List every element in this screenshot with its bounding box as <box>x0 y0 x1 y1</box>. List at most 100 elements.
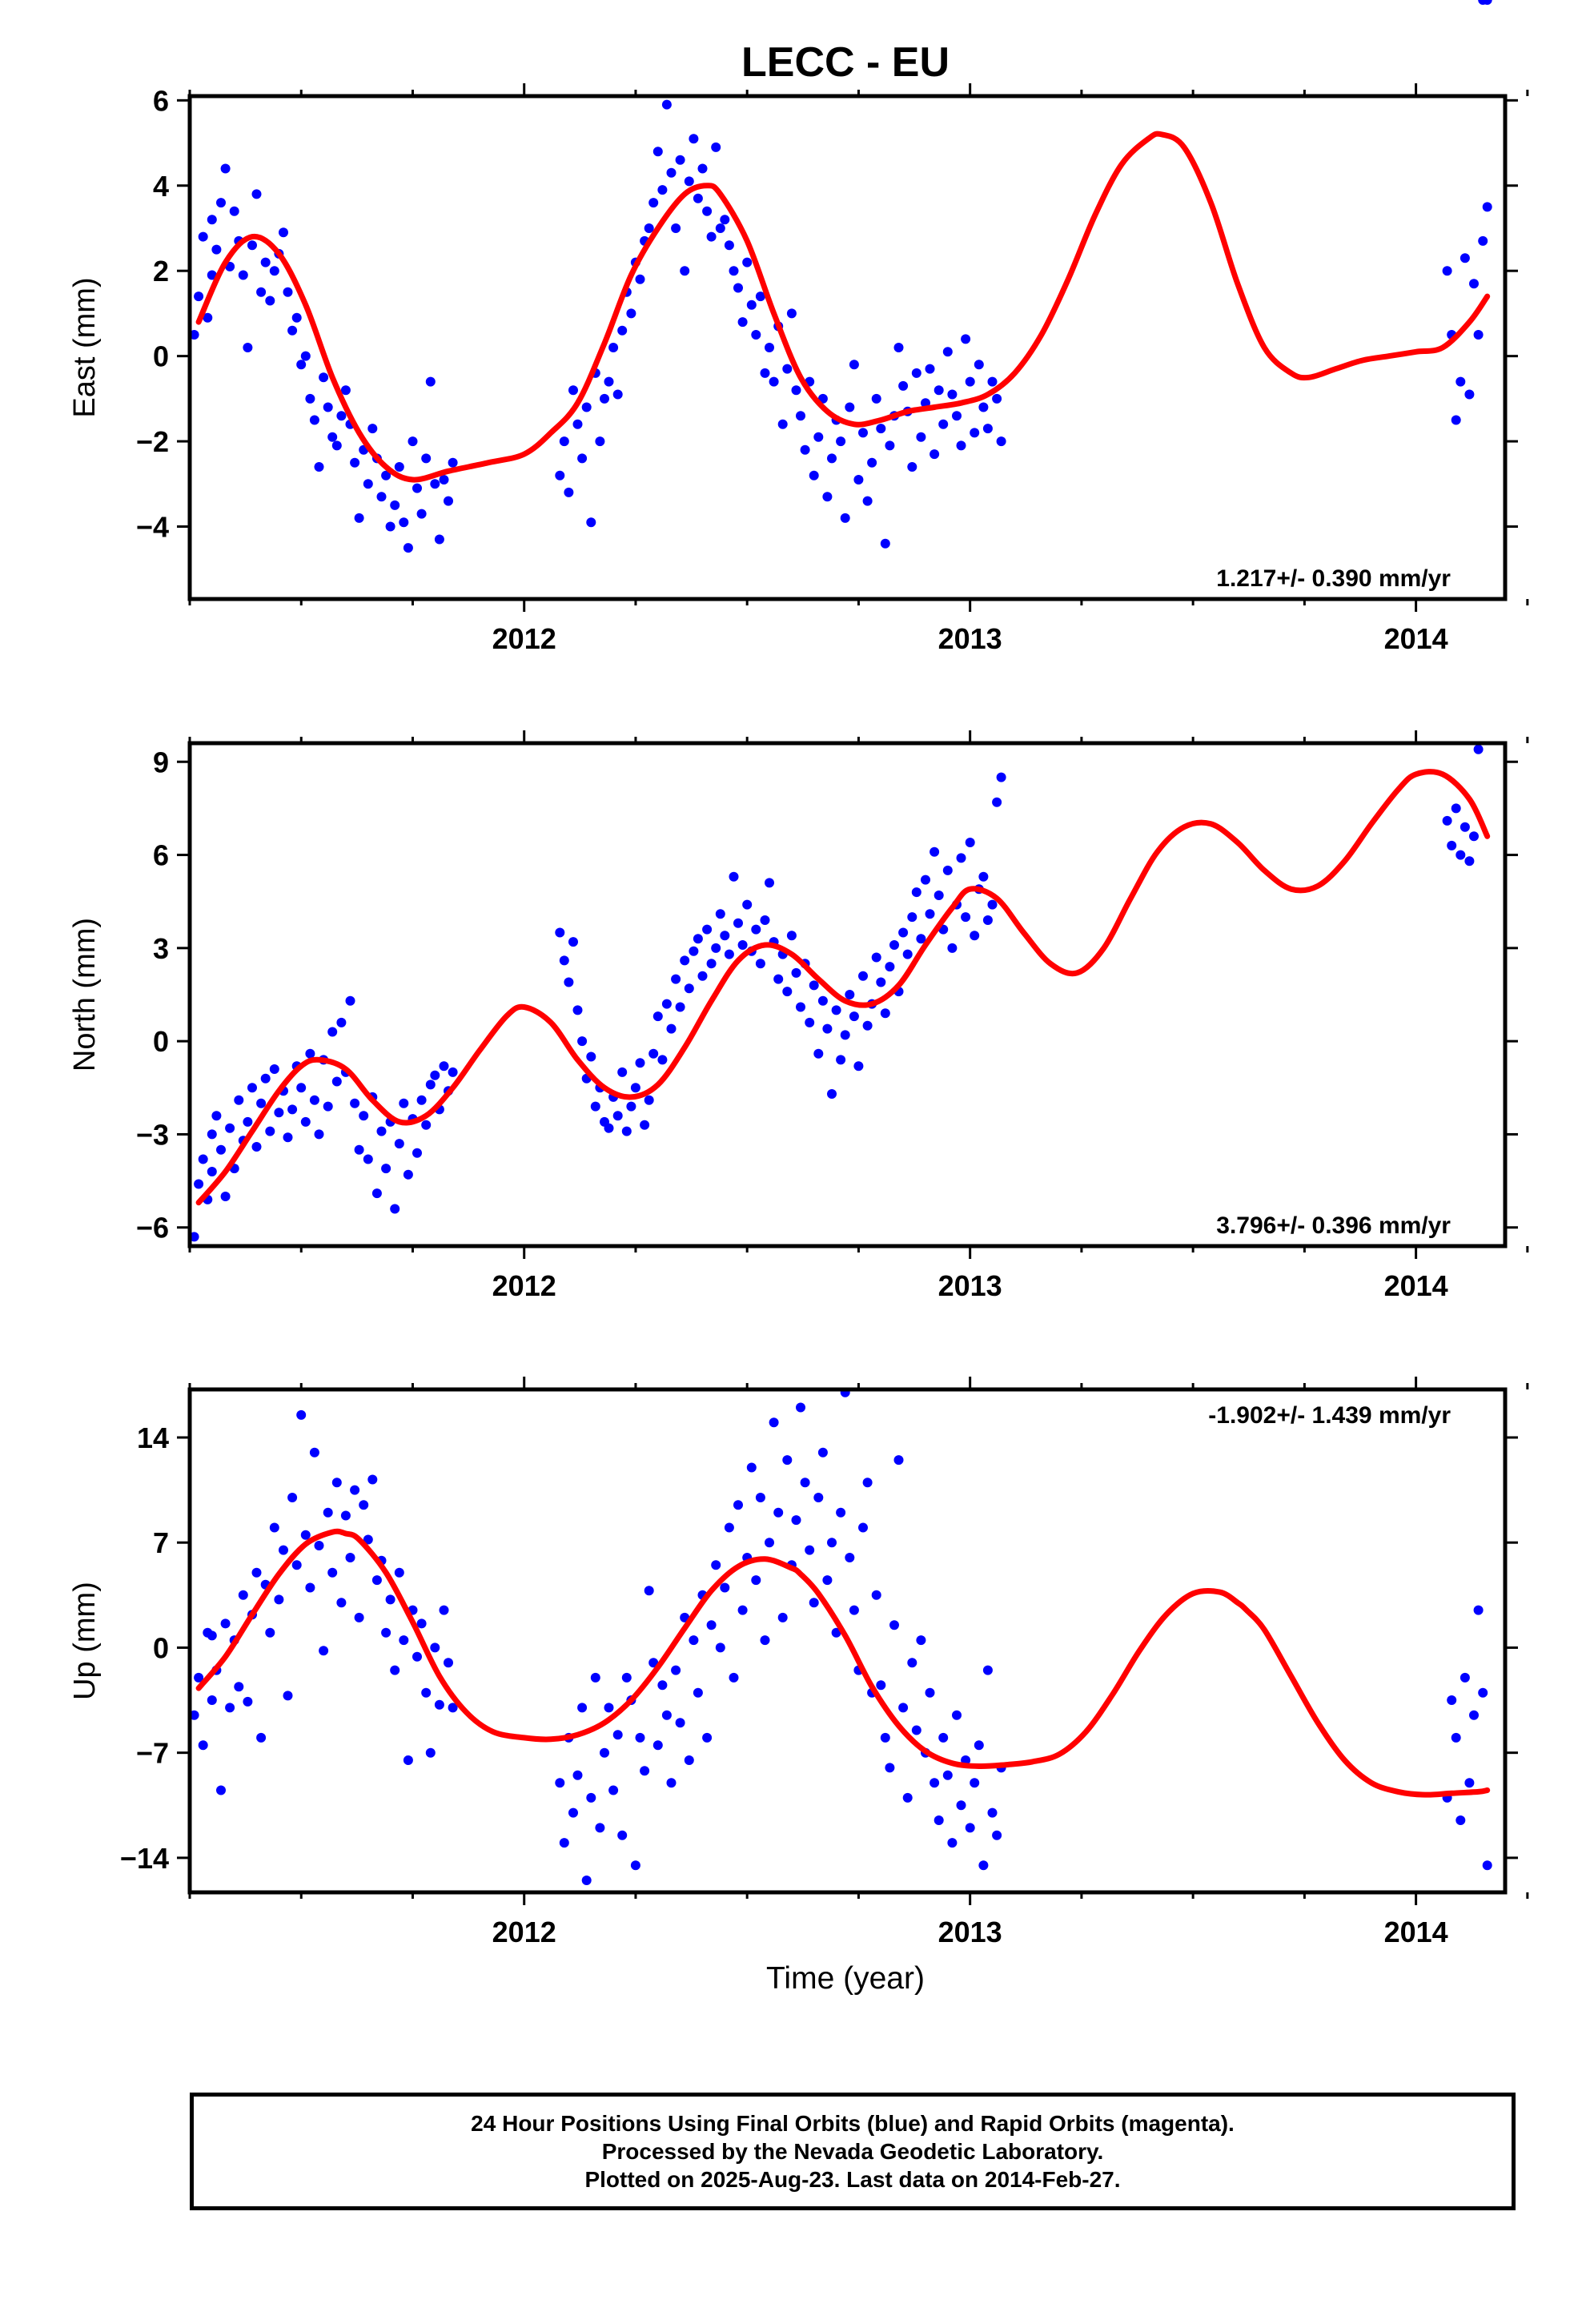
north-data-point <box>729 871 739 882</box>
up-data-point <box>1447 1695 1457 1705</box>
up-data-point <box>220 1618 231 1629</box>
east-y-tick-label: −2 <box>136 425 169 458</box>
up-data-point <box>684 1755 694 1765</box>
up-data-point <box>640 1766 650 1776</box>
up-data-point <box>274 1594 284 1605</box>
up-data-point <box>862 1478 873 1488</box>
up-data-point <box>952 1710 962 1720</box>
east-data-point <box>765 343 774 352</box>
north-data-point <box>327 1027 338 1037</box>
east-data-point <box>702 206 713 216</box>
up-data-point <box>1460 1672 1470 1683</box>
east-data-point <box>925 364 935 374</box>
north-data-point <box>390 1204 400 1214</box>
east-data-point <box>876 424 886 434</box>
up-data-point <box>604 1703 614 1713</box>
up-data-point <box>1473 1605 1484 1615</box>
east-y-tick-label: 6 <box>153 84 169 117</box>
north-data-point <box>765 878 774 888</box>
east-data-point <box>564 487 574 497</box>
north-x-tick-label: 2012 <box>492 1269 556 1302</box>
east-data-point <box>305 393 315 404</box>
up-data-point <box>970 1778 980 1788</box>
up-data-point <box>635 1732 645 1743</box>
east-data-point <box>425 376 436 387</box>
east-data-point <box>198 231 208 242</box>
east-fit-line <box>195 131 1491 483</box>
east-data-point <box>279 227 288 238</box>
east-data-point <box>586 517 596 528</box>
up-data-point <box>666 1778 677 1788</box>
up-data-point <box>354 1612 364 1622</box>
east-data-point <box>684 176 694 187</box>
east-data-point <box>644 223 654 233</box>
up-data-point <box>796 1402 805 1413</box>
east-data-point <box>867 457 877 468</box>
north-data-point <box>234 1095 244 1105</box>
up-data-point <box>359 1500 369 1510</box>
east-data-point <box>942 347 953 357</box>
east-data-point <box>1469 279 1479 289</box>
east-data-point <box>729 266 739 276</box>
east-x-tick-label: 2013 <box>938 622 1002 655</box>
up-data-point <box>898 1703 909 1713</box>
up-data-point <box>448 1703 458 1713</box>
up-data-point <box>621 1672 632 1683</box>
east-data-point <box>911 368 921 378</box>
north-data-point <box>871 952 881 963</box>
north-data-point <box>925 909 935 919</box>
chart-title: LECC - EU <box>741 39 950 86</box>
north-data-point <box>376 1126 387 1136</box>
up-data-point <box>617 1830 628 1840</box>
up-data-point <box>216 1785 226 1795</box>
north-y-tick-label: 9 <box>153 746 169 778</box>
east-data-point <box>595 436 605 447</box>
up-data-point <box>755 1493 765 1502</box>
east-data-point <box>693 193 703 203</box>
up-data-point <box>889 1620 899 1630</box>
east-data-point <box>930 449 940 460</box>
up-y-tick-label: 0 <box>153 1631 169 1664</box>
up-data-point <box>340 1510 351 1521</box>
east-data-point <box>577 453 588 464</box>
north-data-point <box>1482 0 1492 5</box>
up-panel: 2012 2013 2014 −14 −7 0 7 14 Up (mm) -1.902+/- 1.… <box>68 1377 1529 1948</box>
north-data-point <box>635 1058 645 1068</box>
east-data-point <box>661 99 672 110</box>
x-axis-label: Time (year) <box>766 1961 925 1996</box>
caption-line-3: Plotted on 2025-Aug-23. Last data on 201… <box>584 2167 1121 2192</box>
east-data-point <box>689 134 699 144</box>
north-data-point <box>947 943 958 953</box>
east-data-point <box>376 492 387 502</box>
north-data-point <box>970 931 980 941</box>
up-data-point <box>269 1522 279 1533</box>
north-data-point <box>425 1080 436 1090</box>
north-data-point <box>586 1051 596 1062</box>
north-data-point <box>323 1101 333 1112</box>
north-rate-label: 3.796+/- 0.396 mm/yr <box>1216 1212 1451 1239</box>
north-data-point <box>1469 831 1479 842</box>
east-data-point <box>207 270 217 280</box>
up-data-point <box>671 1665 681 1675</box>
up-data-point <box>367 1474 378 1485</box>
north-data-point <box>617 1067 628 1077</box>
east-data-point <box>403 543 413 553</box>
up-data-point <box>394 1567 404 1578</box>
east-data-point <box>434 534 444 545</box>
east-data-point <box>1473 330 1484 340</box>
north-data-point <box>652 1011 663 1022</box>
up-data-point <box>265 1627 275 1638</box>
up-data-point <box>194 1672 204 1683</box>
up-data-point <box>421 1687 432 1698</box>
east-data-point <box>256 287 267 297</box>
north-x-tick-label: 2013 <box>938 1269 1002 1302</box>
up-data-point <box>434 1699 444 1710</box>
east-data-point <box>791 385 801 396</box>
up-data-point <box>586 1792 596 1803</box>
east-data-point <box>251 189 262 199</box>
east-data-point <box>706 231 717 242</box>
north-data-point <box>640 1120 650 1130</box>
up-data-point <box>934 1815 944 1825</box>
up-data-point <box>956 1800 966 1811</box>
up-fit-line <box>195 1528 1491 1798</box>
